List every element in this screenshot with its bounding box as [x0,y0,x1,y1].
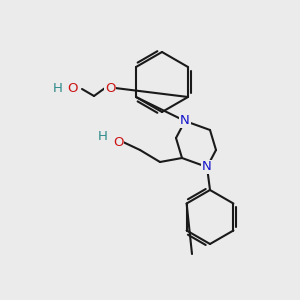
Text: O: O [67,82,77,95]
Text: O: O [113,136,123,148]
Text: N: N [180,115,190,128]
Text: N: N [202,160,212,173]
Text: O: O [105,82,115,94]
Text: H: H [53,82,63,95]
Text: H: H [98,130,108,143]
